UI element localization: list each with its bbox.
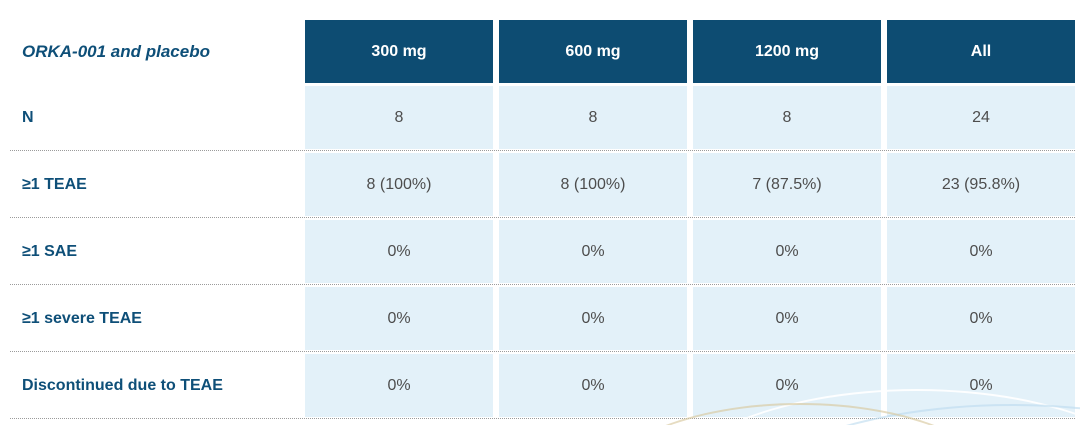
column-header-300mg: 300 mg <box>305 20 493 83</box>
table-cell: 0% <box>887 220 1075 283</box>
table-body: N 8 8 8 24 ≥1 TEAE 8 (100%) 8 (100%) 7 (… <box>10 86 1075 419</box>
row-separator <box>10 150 1075 151</box>
table-cell: 0% <box>499 354 687 417</box>
column-header-all: All <box>887 20 1075 83</box>
table-cell: 7 (87.5%) <box>693 153 881 216</box>
table-row-severe-teae: ≥1 severe TEAE 0% 0% 0% 0% <box>10 287 1075 350</box>
table-cell: 0% <box>305 287 493 350</box>
table-cell: 0% <box>499 287 687 350</box>
table-cell: 0% <box>305 354 493 417</box>
row-label: Discontinued due to TEAE <box>22 376 223 394</box>
table-row-teae: ≥1 TEAE 8 (100%) 8 (100%) 7 (87.5%) 23 (… <box>10 153 1075 216</box>
table-cell: 8 (100%) <box>305 153 493 216</box>
table-cell: 0% <box>499 220 687 283</box>
table-cell: 8 <box>499 86 687 149</box>
row-label: N <box>22 108 34 126</box>
table-cell: 23 (95.8%) <box>887 153 1075 216</box>
row-label: ≥1 TEAE <box>22 175 87 193</box>
table-row-sae: ≥1 SAE 0% 0% 0% 0% <box>10 220 1075 283</box>
table-cell: 8 (100%) <box>499 153 687 216</box>
row-separator <box>10 418 1075 419</box>
column-header-1200mg: 1200 mg <box>693 20 881 83</box>
table-cell: 8 <box>305 86 493 149</box>
table-cell: 0% <box>693 287 881 350</box>
table-cell: 0% <box>693 354 881 417</box>
table-cell: 0% <box>305 220 493 283</box>
table-corner-label: ORKA-001 and placebo <box>22 41 210 61</box>
table-cell: 8 <box>693 86 881 149</box>
table-cell: 0% <box>693 220 881 283</box>
safety-table: ORKA-001 and placebo 300 mg 600 mg 1200 … <box>10 20 1075 421</box>
row-separator <box>10 217 1075 218</box>
table-row-discontinued: Discontinued due to TEAE 0% 0% 0% 0% <box>10 354 1075 417</box>
table-cell: 24 <box>887 86 1075 149</box>
table-row-n: N 8 8 8 24 <box>10 86 1075 149</box>
row-separator <box>10 284 1075 285</box>
row-label: ≥1 severe TEAE <box>22 309 142 327</box>
column-header-600mg: 600 mg <box>499 20 687 83</box>
table-cell: 0% <box>887 354 1075 417</box>
row-label: ≥1 SAE <box>22 242 78 260</box>
table-cell: 0% <box>887 287 1075 350</box>
table-header-row: ORKA-001 and placebo 300 mg 600 mg 1200 … <box>10 20 1075 83</box>
row-separator <box>10 351 1075 352</box>
